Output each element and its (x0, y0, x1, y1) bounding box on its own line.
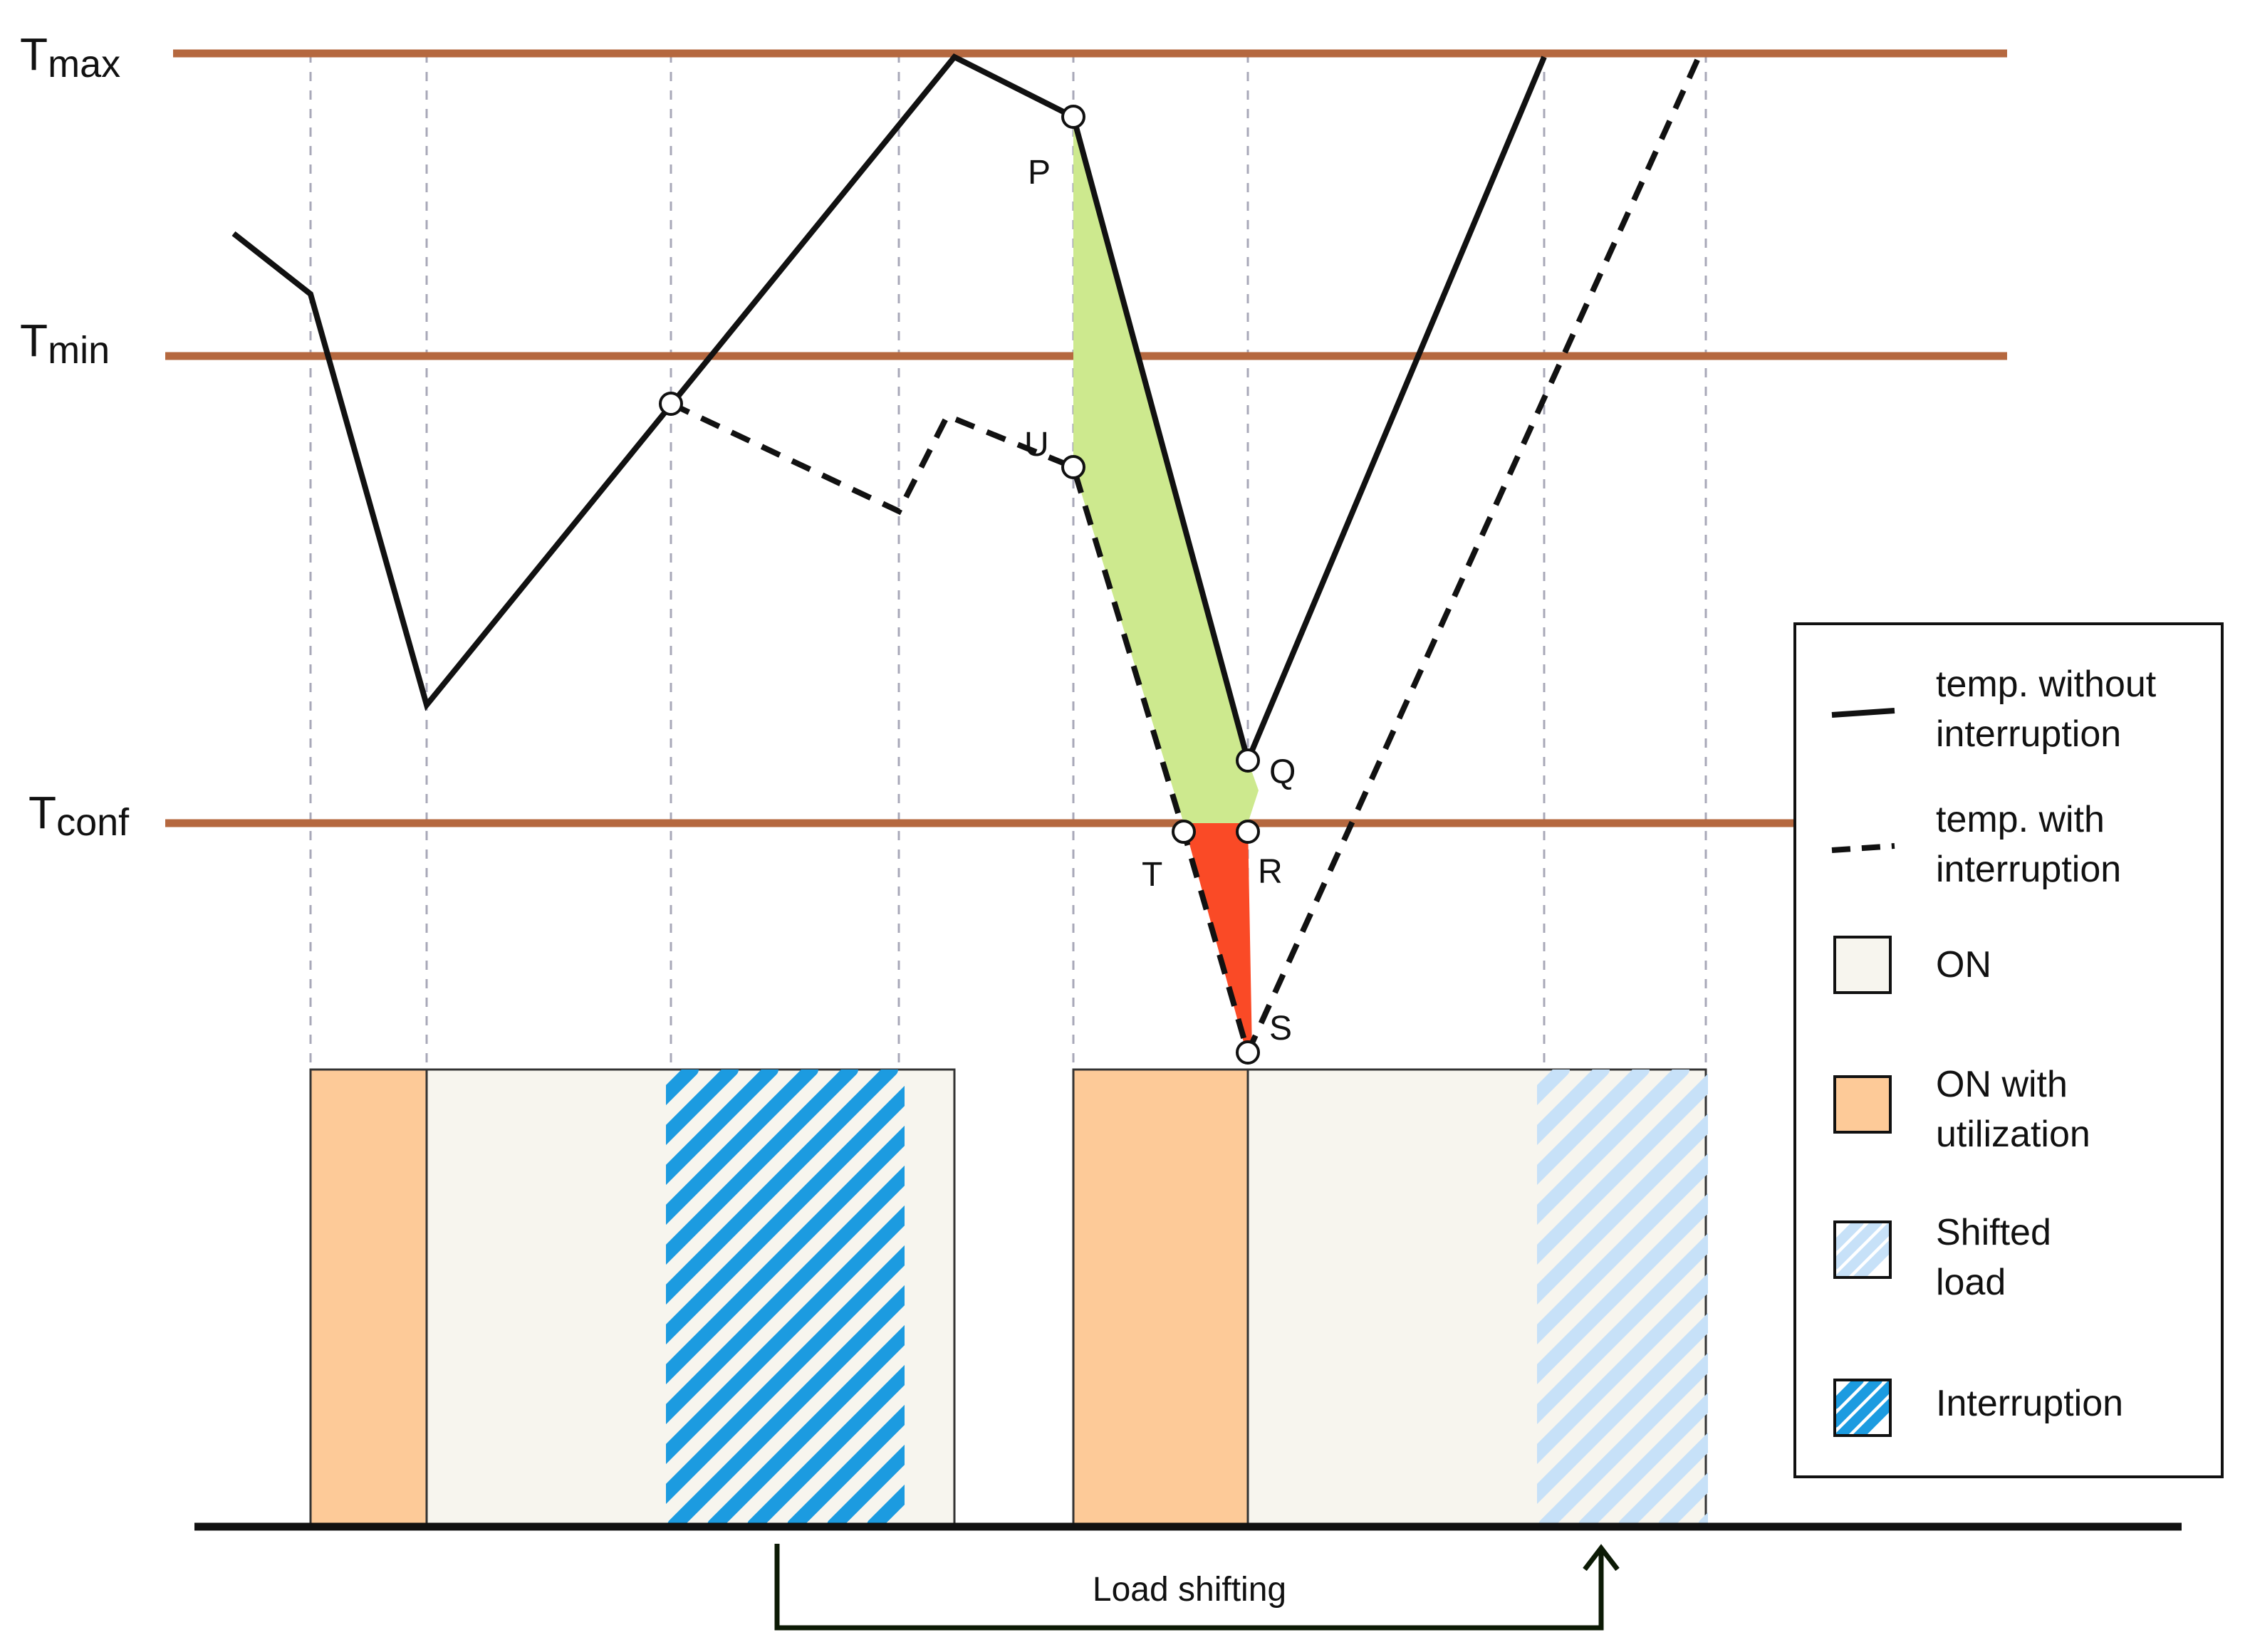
hatch-stroke (787, 1404, 905, 1525)
hatch-stroke (1537, 1272, 1708, 1465)
key-points (659, 105, 1260, 1065)
point-p-marker (1061, 105, 1085, 129)
point-s-label: S (1269, 1010, 1292, 1047)
hatch-stroke (1618, 1432, 1708, 1525)
tconf-label: Tconf (28, 787, 130, 844)
legend: temp. without interruption temp. with inte… (1793, 622, 2224, 1478)
legend-box (1793, 622, 2224, 1478)
load-shifting-arrowhead (1583, 1544, 1620, 1572)
hatch-stroke (1537, 1153, 1708, 1345)
point-s-marker (1236, 1040, 1260, 1065)
hatch-stroke (1537, 1233, 1708, 1425)
point-p-label: P (1028, 154, 1051, 192)
shifted-load-hatch (1537, 1070, 1708, 1525)
hatch-stroke (747, 1364, 905, 1525)
legend-on-util-swatch (1833, 1075, 1892, 1134)
point-u-label: U (1024, 426, 1049, 464)
point-r-marker (1236, 820, 1260, 844)
hatch-stroke (1537, 1113, 1708, 1305)
legend-shifted-swatch-border (1833, 1220, 1892, 1279)
hatch-stroke (666, 1205, 905, 1465)
point-t-marker (1172, 820, 1196, 844)
hatch-stroke (666, 1070, 818, 1225)
hatch-stroke (666, 1125, 905, 1385)
legend-shifted-swatch (1835, 1222, 1890, 1277)
legend-on-label: ON (1936, 944, 1991, 986)
tmin-label: Tmin (20, 315, 110, 372)
hatch-stroke (667, 1285, 905, 1525)
legend-solid-line-label: temp. without interruption (1936, 664, 2157, 755)
hatch-stroke (666, 1070, 898, 1305)
load-shifting-label: Load shifting (1093, 1571, 1286, 1609)
hatch-stroke (666, 1165, 905, 1425)
hatch-stroke (1538, 1352, 1708, 1525)
legend-interruption-swatch-border (1833, 1379, 1892, 1437)
device-state-bars (309, 1068, 1707, 1525)
on-util-block-2 (1072, 1068, 1249, 1525)
legend-interruption-label: Interruption (1936, 1383, 2123, 1424)
point-q-marker (1236, 748, 1260, 773)
hatch-stroke (666, 1070, 858, 1265)
point-divergence-marker (659, 392, 683, 416)
on-util-block-1 (309, 1068, 428, 1525)
legend-solid-line-swatch (1831, 708, 1895, 718)
hatch-stroke (1537, 1073, 1708, 1265)
legend-on-util-label: ON with utilization (1936, 1064, 2090, 1155)
point-t-label: T (1142, 856, 1162, 894)
legend-shifted-label: Shifted load (1936, 1212, 2051, 1303)
temp-without-interruption-line (231, 53, 1547, 770)
point-q-label: Q (1269, 753, 1296, 791)
gridlines (309, 53, 1707, 1070)
hatch-stroke (666, 1085, 905, 1345)
legend-interruption-swatch (1835, 1380, 1890, 1436)
point-u-marker (1061, 455, 1085, 479)
hatch-stroke (1537, 1070, 1650, 1186)
point-r-label: R (1258, 853, 1283, 891)
tmax-label: Tmax (20, 28, 120, 85)
legend-dashed-line-swatch (1831, 843, 1895, 853)
hatch-stroke (707, 1324, 905, 1525)
legend-on-swatch (1833, 936, 1892, 994)
hatch-stroke (1537, 1193, 1708, 1385)
load-shifting-arrow (774, 1544, 1604, 1631)
legend-dashed-line-label: temp. with interruption (1936, 799, 2121, 890)
hatch-stroke (1537, 1070, 1689, 1225)
interruption-hatch (666, 1070, 905, 1525)
hatch-stroke (1537, 1312, 1708, 1505)
hatch-stroke (1578, 1392, 1708, 1525)
hatch-stroke (666, 1245, 905, 1505)
hatch-stroke (666, 1070, 778, 1186)
red-area (1184, 823, 1252, 1052)
